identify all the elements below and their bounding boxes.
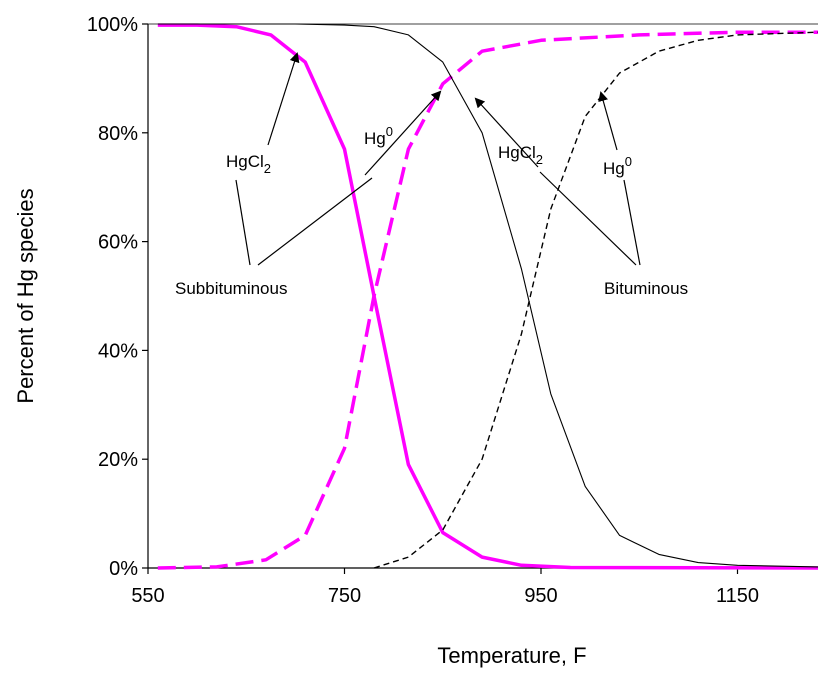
arrow-bit-hg0-label [598,91,618,151]
x-tick-label: 1150 [716,585,759,607]
annotation-arrows [235,52,641,266]
label-bit-hgcl2: HgCl2 [498,143,543,167]
label-sub-hgcl2: HgCl2 [226,152,271,176]
x-tick-label: 750 [328,585,361,607]
series-line-bit-hg0 [373,31,819,569]
y-tick-label: 80% [98,123,138,145]
label-bit-hg0: Hg0 [603,154,632,178]
x-axis-ticks: 550 750 950 1150 [131,568,759,607]
series-line-bit-hgcl2 [157,23,819,568]
arrow-bit-hgcl2-label [474,97,539,168]
y-tick-label: 40% [98,340,138,362]
label-sub-hg0: Hg0 [364,124,393,148]
arrow-sub-hg0-label [364,90,442,176]
y-tick-label: 20% [98,449,138,471]
leader-bit-to-hgcl2 [539,171,637,266]
label-subbituminous: Subbituminous [175,279,287,298]
x-tick-label: 550 [131,585,164,607]
y-axis-ticks: 0% 20% 40% 60% 80% 100% [87,14,148,580]
y-axis-title: Percent of Hg species [13,188,38,403]
series-line-sub-hg0 [157,30,818,570]
label-bituminous: Bituminous [604,279,688,298]
leader-subbit-to-hg0 [257,177,373,266]
x-axis-title: Temperature, F [437,643,586,668]
y-tick-label: 100% [87,14,138,36]
y-tick-label: 60% [98,232,138,254]
series-layer [157,23,819,570]
leader-subbit-to-hgcl2 [235,179,251,266]
leader-bit-to-hg0 [623,179,641,266]
arrow-sub-hgcl2-label [267,52,300,146]
y-tick-label: 0% [109,558,138,580]
x-tick-label: 950 [524,585,557,607]
